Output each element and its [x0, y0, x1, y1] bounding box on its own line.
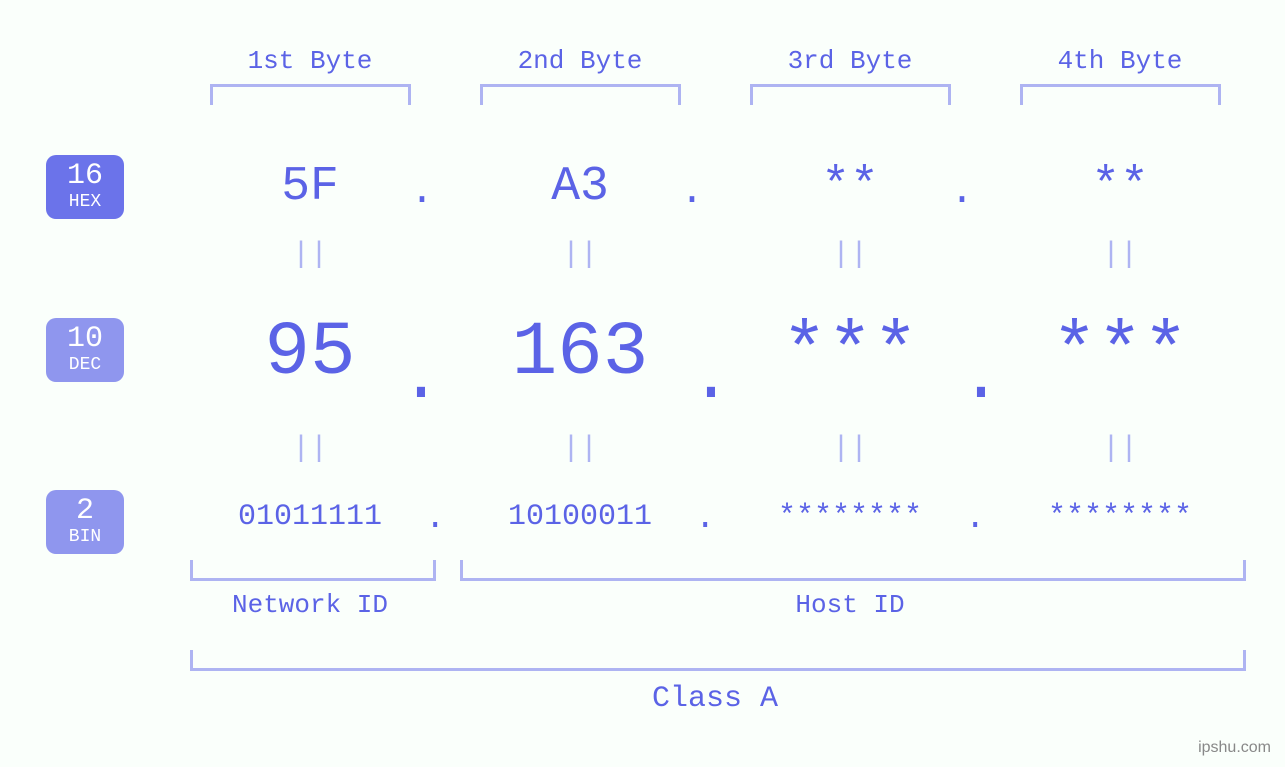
base-label-hex: HEX — [46, 193, 124, 211]
hex-dot-2: . — [680, 170, 700, 215]
top-bracket-3 — [750, 84, 951, 105]
base-num-dec: 10 — [46, 324, 124, 354]
equals-2-2: || — [560, 432, 600, 466]
base-badge-bin: 2 BIN — [46, 490, 124, 554]
equals-1-4: || — [1100, 238, 1140, 272]
dec-byte-2: 163 — [455, 310, 705, 396]
bin-dot-1: . — [425, 500, 445, 538]
bin-byte-1: 01011111 — [190, 500, 430, 534]
byte-header-3: 3rd Byte — [750, 46, 950, 76]
dec-dot-2: . — [690, 340, 710, 419]
hex-dot-3: . — [950, 170, 970, 215]
class-bracket — [190, 650, 1246, 671]
hex-byte-3: ** — [750, 160, 950, 214]
dec-byte-1: 95 — [200, 310, 420, 396]
base-badge-hex: 16 HEX — [46, 155, 124, 219]
bin-byte-3: ******** — [730, 500, 970, 534]
base-badge-dec: 10 DEC — [46, 318, 124, 382]
byte-header-1: 1st Byte — [210, 46, 410, 76]
equals-1-1: || — [290, 238, 330, 272]
hex-byte-4: ** — [1020, 160, 1220, 214]
host-id-label: Host ID — [460, 590, 1240, 620]
dec-dot-3: . — [960, 340, 980, 419]
equals-1-3: || — [830, 238, 870, 272]
equals-2-1: || — [290, 432, 330, 466]
hex-byte-2: A3 — [480, 160, 680, 214]
hex-byte-1: 5F — [210, 160, 410, 214]
hex-dot-1: . — [410, 170, 430, 215]
byte-header-4: 4th Byte — [1020, 46, 1220, 76]
bin-dot-3: . — [965, 500, 985, 538]
base-num-bin: 2 — [46, 496, 124, 526]
top-bracket-2 — [480, 84, 681, 105]
network-id-label: Network ID — [190, 590, 430, 620]
dec-dot-1: . — [400, 340, 420, 419]
equals-2-3: || — [830, 432, 870, 466]
top-bracket-4 — [1020, 84, 1221, 105]
network-id-bracket — [190, 560, 436, 581]
base-label-dec: DEC — [46, 356, 124, 374]
watermark: ipshu.com — [1198, 739, 1271, 757]
bin-byte-2: 10100011 — [460, 500, 700, 534]
base-num-hex: 16 — [46, 161, 124, 191]
bin-byte-4: ******** — [1000, 500, 1240, 534]
equals-1-2: || — [560, 238, 600, 272]
equals-2-4: || — [1100, 432, 1140, 466]
dec-byte-3: *** — [740, 310, 960, 396]
host-id-bracket — [460, 560, 1246, 581]
base-label-bin: BIN — [46, 528, 124, 546]
dec-byte-4: *** — [1010, 310, 1230, 396]
byte-header-2: 2nd Byte — [480, 46, 680, 76]
class-label: Class A — [190, 682, 1240, 716]
bin-dot-2: . — [695, 500, 715, 538]
top-bracket-1 — [210, 84, 411, 105]
